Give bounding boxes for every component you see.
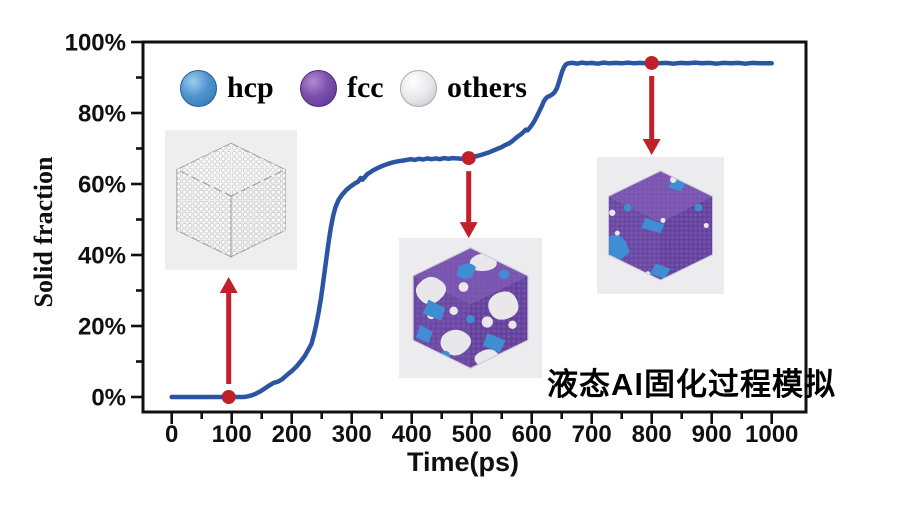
liquid-cube-art [175, 142, 287, 258]
x-tick-label: 700 [572, 421, 612, 448]
legend-item-fcc: fcc [300, 69, 384, 107]
x-tick-label: 600 [512, 421, 552, 448]
x-tick-label: 400 [392, 421, 432, 448]
x-tick-label: 0 [165, 421, 178, 448]
annotation-arrow-head [642, 138, 661, 155]
annotation-arrow-head [219, 277, 238, 293]
y-tick-label: 80% [78, 101, 126, 128]
x-tick-label: 1000 [745, 421, 798, 448]
plot-frame [141, 40, 808, 414]
x-tick-label: 100 [212, 421, 252, 448]
inset-partially-solidified-cube-image [399, 238, 542, 378]
x-tick-label: 200 [272, 421, 312, 448]
solid-cube-art [608, 170, 713, 281]
legend-label-fcc: fcc [347, 71, 384, 104]
axis-tick-labels: 0 100 200 300 400 500 600 700 800 900 1000 0% 20% 40%… [65, 30, 799, 449]
y-tick-label: 40% [78, 243, 126, 270]
inset-solidified-cube-image [597, 157, 724, 294]
legend-label-hcp: hcp [227, 71, 274, 104]
inset-liquid-cube-image [165, 130, 297, 270]
y-tick-label: 20% [78, 314, 126, 341]
x-tick-label: 500 [452, 421, 492, 448]
y-tick-label: 100% [65, 30, 126, 57]
fcc-sphere-icon [300, 69, 337, 107]
others-sphere-icon [400, 69, 437, 107]
y-tick-label: 60% [78, 172, 126, 199]
legend-item-others: others [400, 69, 527, 107]
mixed-cube-art [413, 247, 528, 369]
annotation-data-dot [461, 151, 476, 166]
x-tick-label: 800 [632, 421, 672, 448]
annotation-data-dot [644, 55, 659, 70]
annotation-arrows [219, 55, 661, 404]
y-axis-title: Solid fraction [29, 156, 58, 308]
hcp-sphere-icon [180, 69, 217, 107]
chart-caption: 液态Al固化过程模拟 [547, 367, 836, 402]
x-axis-title: Time(ps) [406, 447, 520, 477]
x-tick-label: 900 [692, 421, 732, 448]
annotation-arrow-head [459, 222, 478, 239]
axis-ticks [131, 40, 774, 424]
legend-label-others: others [447, 71, 527, 104]
annotation-data-dot [221, 390, 236, 404]
y-tick-label: 0% [91, 385, 126, 412]
x-tick-label: 300 [332, 421, 372, 448]
legend-item-hcp: hcp [180, 69, 274, 107]
